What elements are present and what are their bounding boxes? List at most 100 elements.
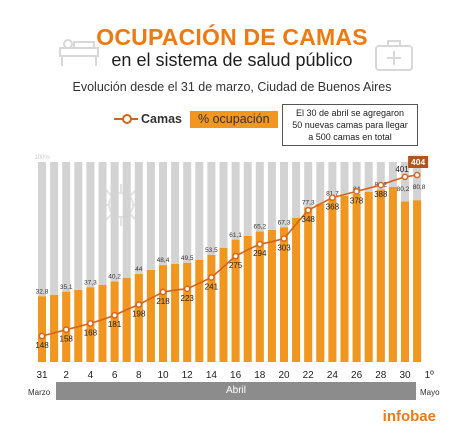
camas-data-label: 223	[181, 294, 195, 303]
month-band-abril: Abril	[56, 382, 416, 400]
occupancy-data-label: 80,2	[397, 186, 410, 193]
month-label-mayo: Mayo	[420, 388, 440, 397]
camas-data-label: 294	[253, 249, 267, 258]
annotation-line-1: El 30 de abril se agregaron	[295, 108, 405, 118]
occupancy-bar	[316, 204, 325, 362]
annotation-box: El 30 de abril se agregaron 50 nuevas ca…	[282, 104, 418, 146]
camas-point	[208, 274, 215, 281]
occupancy-data-label: 48,4	[157, 257, 170, 264]
camas-point	[38, 332, 46, 340]
legend-camas-label: Camas	[141, 112, 182, 126]
occupancy-data-label: 53,5	[205, 247, 218, 254]
occupancy-bar	[267, 230, 276, 362]
occupancy-bar	[243, 236, 252, 362]
annotation-line-3: a 500 camas en total	[308, 132, 392, 142]
x-tick-label: 20	[278, 370, 290, 381]
occupancy-bar	[98, 285, 107, 362]
bar-max-label: 100%	[34, 155, 50, 161]
camas-data-label: 401	[395, 165, 409, 174]
occupancy-bar	[171, 264, 180, 362]
occupancy-bar	[364, 192, 373, 362]
camas-point	[62, 326, 70, 334]
legend-ocupacion-label: % ocupación	[190, 110, 278, 128]
occupancy-data-label: 49,5	[181, 255, 194, 262]
occupancy-data-label: 80,8	[413, 184, 426, 191]
camas-data-label: 404	[411, 157, 425, 167]
occupancy-data-label: 44	[135, 266, 143, 273]
camas-point	[304, 206, 312, 214]
x-tick-label: 31	[36, 370, 48, 381]
background-bar	[98, 162, 107, 362]
camas-point	[353, 188, 360, 195]
chart-title: OCUPACIÓN DE CAMAS	[96, 24, 368, 50]
camas-data-label: 148	[35, 341, 49, 350]
x-tick-label: 8	[136, 370, 142, 381]
camas-data-label: 158	[60, 335, 74, 344]
camas-point	[401, 173, 409, 181]
occupancy-bar	[340, 196, 349, 362]
occupancy-bar	[231, 239, 240, 362]
camas-point	[183, 285, 191, 293]
chart-title-line2: en el sistema de salud público	[111, 50, 353, 70]
camas-point	[377, 181, 385, 189]
background-bar	[159, 162, 167, 362]
occupancy-bar	[292, 218, 301, 362]
infobae-logo: infobae	[382, 408, 436, 425]
occupancy-bar	[328, 198, 337, 362]
annotation-line-2: 50 nuevas camas para llegar	[292, 120, 408, 130]
background-bar	[38, 162, 46, 362]
occupancy-bar	[376, 189, 385, 362]
occupancy-data-label: 35,1	[60, 284, 73, 291]
camas-data-label: 198	[132, 310, 146, 319]
x-tick-label: 30	[399, 370, 411, 381]
camas-data-label: 181	[108, 320, 122, 329]
x-tick-label: 6	[112, 370, 118, 381]
x-tick-label: 1º	[425, 370, 435, 381]
occupancy-bar	[134, 274, 143, 362]
x-tick-label: 10	[157, 370, 169, 381]
camas-highlight-box	[408, 156, 429, 168]
camas-data-label: 368	[326, 203, 340, 212]
occupancy-data-label: 37,3	[84, 279, 97, 286]
x-tick-label: 2	[63, 370, 69, 381]
occupancy-bar	[207, 255, 216, 362]
occupancy-bar	[401, 201, 409, 362]
occupancy-bar	[110, 281, 119, 362]
camas-data-label: 241	[205, 283, 219, 292]
background-bar	[171, 162, 180, 362]
background-bar	[62, 162, 71, 362]
occupancy-data-label: 40,2	[108, 274, 121, 281]
occupancy-bar	[183, 263, 192, 362]
x-tick-label: 16	[230, 370, 242, 381]
occupancy-bar	[50, 295, 59, 362]
background-bar	[74, 162, 83, 362]
occupancy-bar	[38, 296, 46, 362]
camas-point	[232, 252, 239, 260]
month-label-marzo: Marzo	[28, 388, 51, 397]
chart-subtitle: Evolución desde el 31 de marzo, Ciudad d…	[72, 80, 392, 94]
x-tick-label: 12	[182, 370, 194, 381]
background-bar	[134, 162, 143, 362]
occupancy-bar	[304, 207, 313, 362]
x-tick-label: 24	[327, 370, 339, 381]
occupancy-bar	[195, 260, 204, 362]
occupancy-bar	[159, 265, 167, 362]
background-bar	[122, 162, 131, 362]
x-tick-label: 22	[303, 370, 315, 381]
first-aid-kit-icon	[375, 40, 413, 71]
camas-point	[413, 171, 421, 179]
x-tick-label: 14	[206, 370, 218, 381]
camas-point	[135, 301, 143, 308]
camas-point	[159, 288, 167, 296]
background-bar	[50, 162, 59, 362]
occupancy-data-label: 67,3	[278, 219, 291, 226]
occupancy-data-label: 61,1	[229, 232, 242, 239]
background-bar	[86, 162, 95, 362]
occupancy-data-label: 32,8	[36, 288, 49, 295]
occupancy-bar	[280, 227, 288, 362]
x-tick-label: 4	[88, 370, 94, 381]
background-bar	[110, 162, 119, 362]
occupancy-bar	[388, 187, 397, 362]
